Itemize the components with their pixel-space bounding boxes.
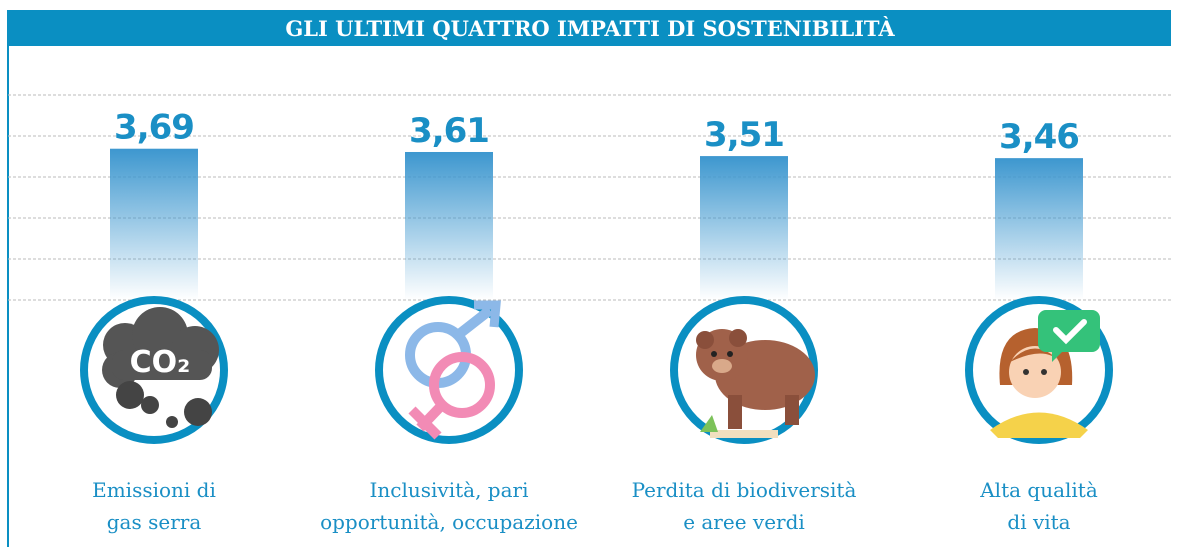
icon-co2: CO₂	[84, 300, 224, 440]
bar	[700, 156, 788, 300]
category-label: di vita	[1007, 510, 1070, 534]
value-label: 3,69	[114, 108, 194, 148]
icon-person	[969, 300, 1109, 440]
chart: GLI ULTIMI QUATTRO IMPATTI DI SOSTENIBIL…	[0, 0, 1179, 547]
category-label: Emissioni di	[92, 478, 216, 502]
chart-title: GLI ULTIMI QUATTRO IMPATTI DI SOSTENIBIL…	[285, 16, 895, 41]
icon-gender	[379, 300, 519, 440]
category-label: Alta qualità	[979, 478, 1098, 502]
bar	[405, 152, 493, 300]
svg-text:CO₂: CO₂	[130, 345, 191, 380]
value-label: 3,51	[704, 115, 784, 155]
icons: CO₂	[84, 300, 1109, 440]
category-label: gas serra	[107, 510, 202, 534]
value-label: 3,46	[999, 117, 1079, 157]
category-label: Inclusività, pari	[370, 478, 529, 502]
bar	[995, 158, 1083, 300]
icon-bear	[674, 300, 815, 440]
bar	[110, 149, 198, 300]
bars: 3,69 3,61 3,51 3,46	[110, 108, 1083, 300]
category-label: Perdita di biodiversità	[632, 478, 857, 502]
value-label: 3,61	[409, 111, 489, 151]
labels: Emissioni di gas serra Inclusività, pari op…	[92, 478, 1098, 534]
category-label: opportunità, occupazione	[320, 510, 578, 534]
category-label: e aree verdi	[683, 510, 805, 534]
